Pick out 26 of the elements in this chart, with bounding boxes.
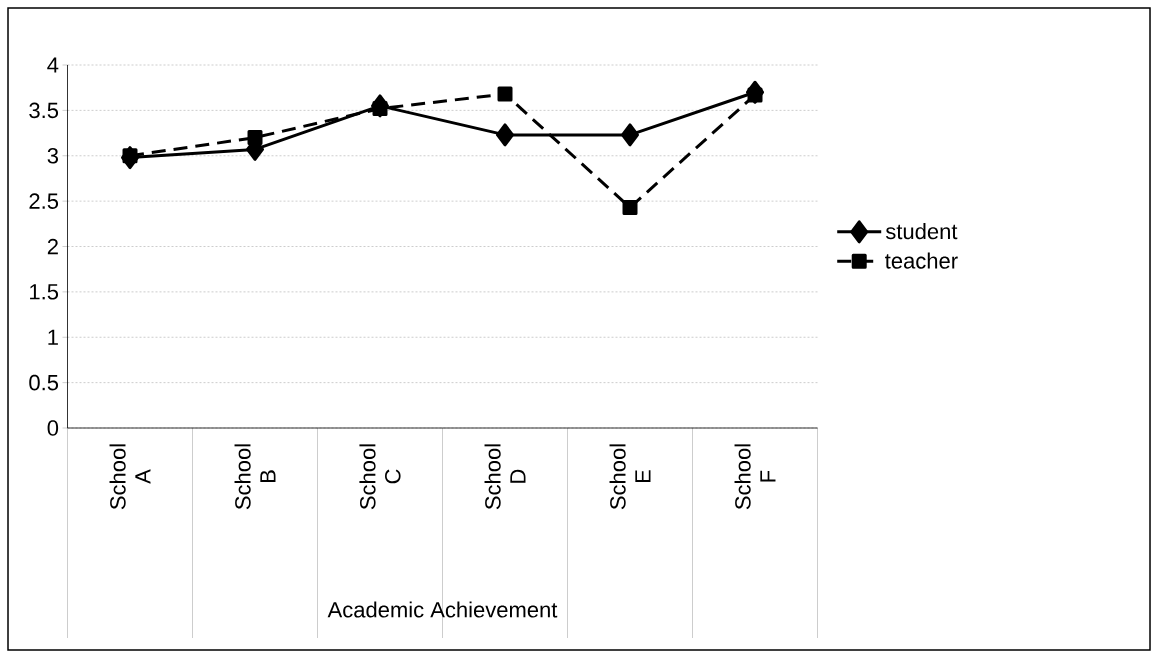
x-tick-label: School F	[734, 444, 776, 510]
y-tick-label: 0.5	[29, 374, 59, 391]
x-tick-label: School A	[109, 444, 151, 510]
x-tick-label: School B	[234, 444, 276, 510]
point	[496, 123, 515, 147]
x-tick-label: School E	[609, 444, 651, 510]
y-tick-label: 1	[48, 329, 58, 345]
y-tick-label: 1.5	[30, 284, 59, 300]
x-tick-label: School C	[359, 444, 401, 510]
legend-label: student	[885, 223, 958, 240]
point	[747, 87, 763, 103]
x-axis-title: Academic Achievement	[327, 601, 558, 618]
y-tick-label: 0	[47, 420, 59, 436]
x-tick-label: School D	[484, 444, 526, 510]
point	[122, 148, 138, 164]
y-tick-label: 2.5	[29, 193, 59, 209]
y-tick-label: 4	[47, 57, 59, 73]
point	[497, 86, 513, 102]
y-tick-label: 3	[47, 147, 59, 164]
point	[622, 199, 638, 215]
point	[247, 130, 263, 146]
point	[372, 101, 388, 117]
point	[621, 123, 640, 147]
y-tick-label: 3.5	[29, 102, 59, 119]
y-tick-label: 2	[47, 238, 58, 255]
legend-label: teacher	[885, 252, 958, 269]
